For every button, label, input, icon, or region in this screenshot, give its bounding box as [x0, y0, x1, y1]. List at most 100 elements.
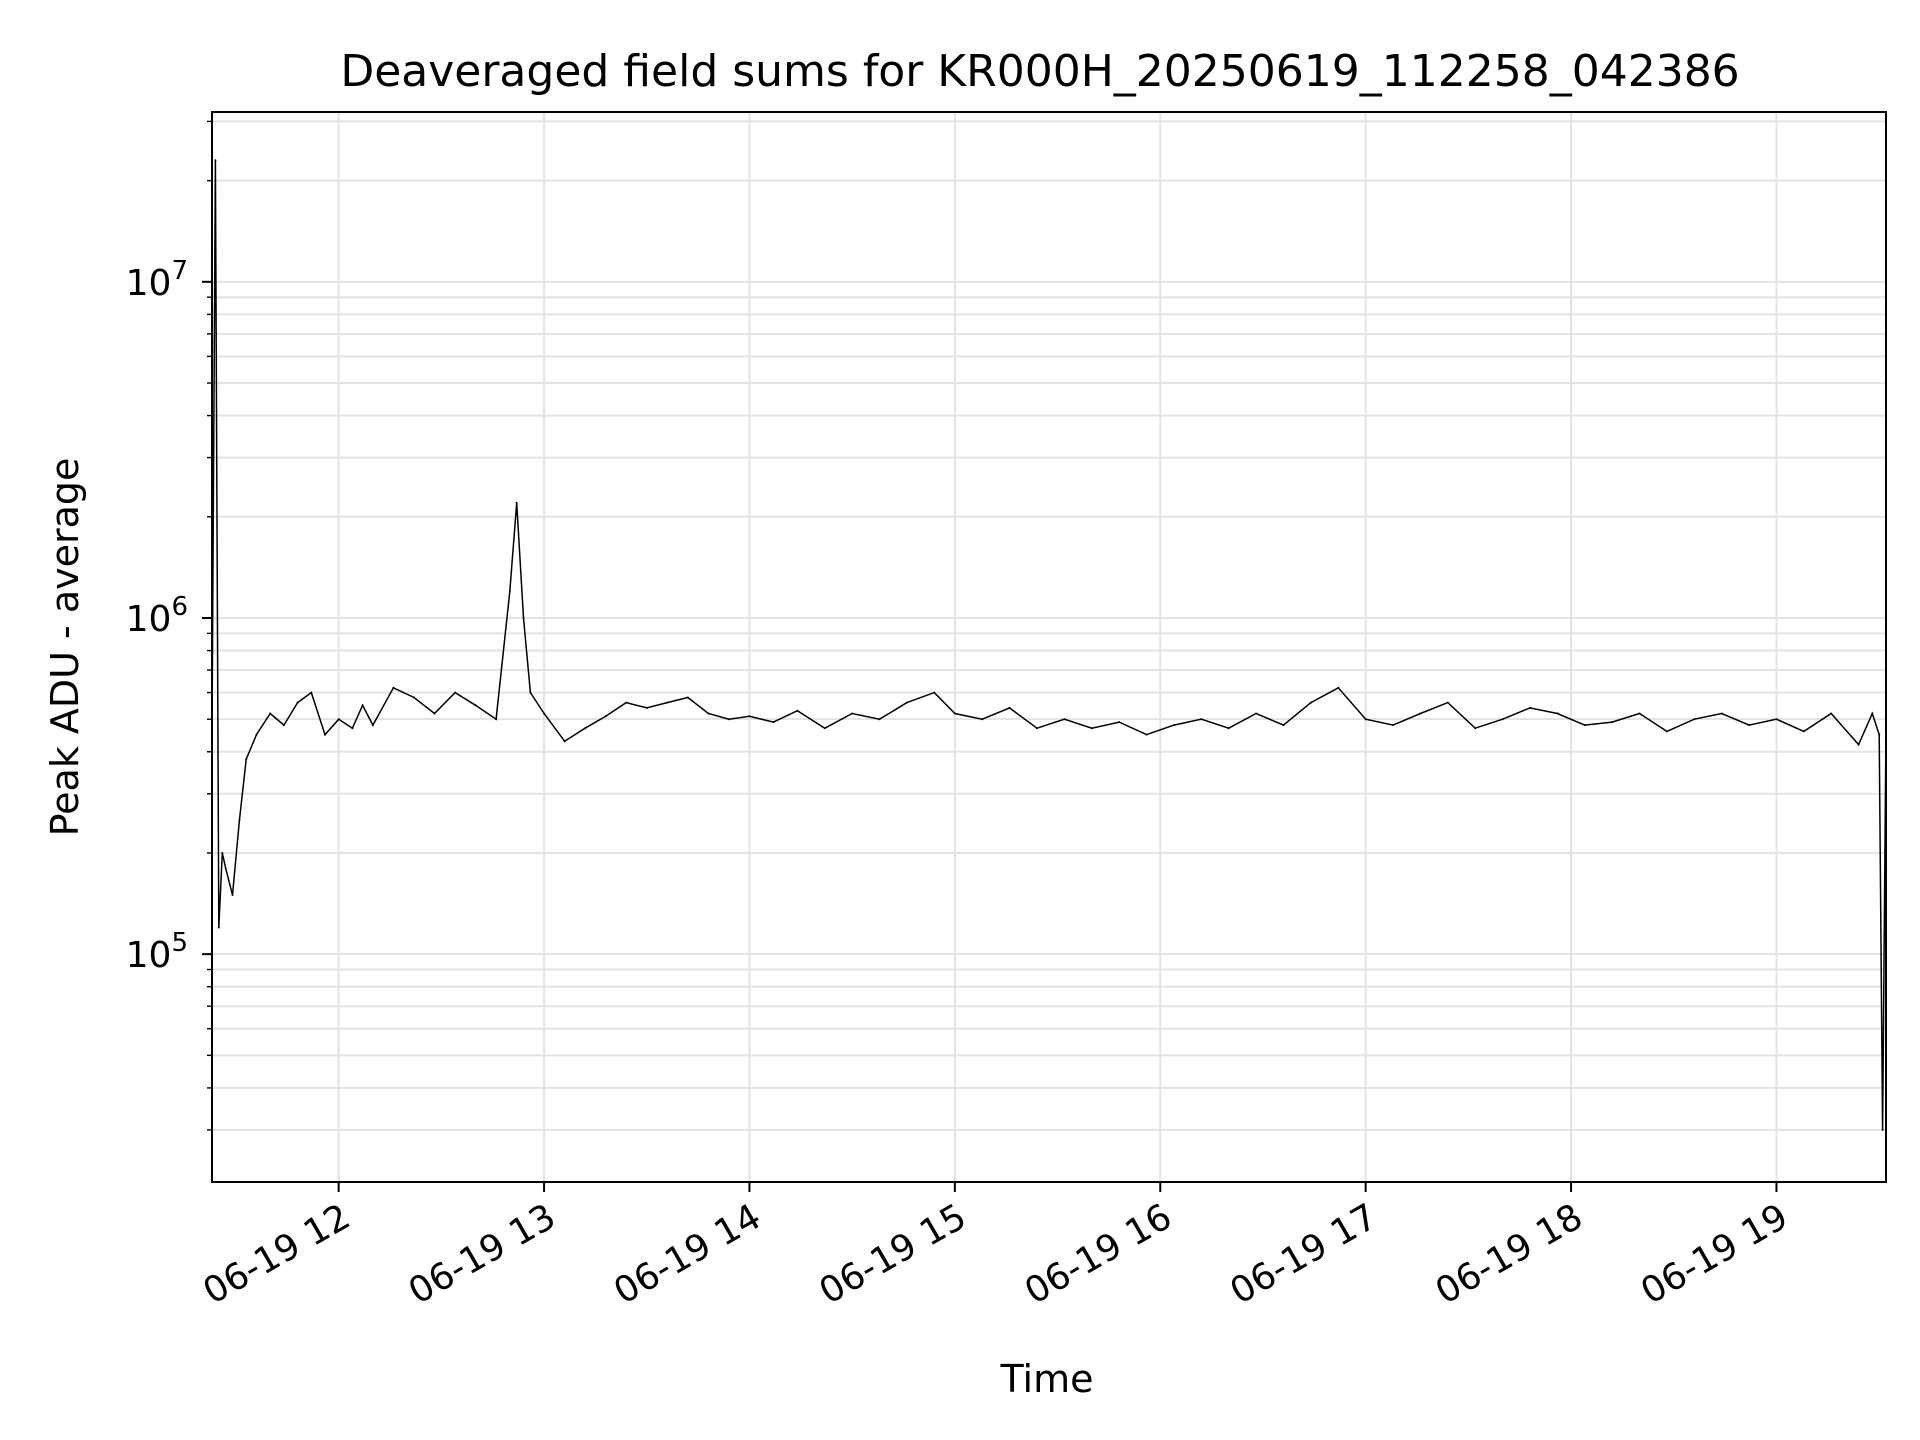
data-point: [522, 617, 525, 619]
data-point: [508, 590, 511, 593]
data-point: [727, 718, 730, 721]
data-point: [878, 718, 881, 721]
data-point: [515, 501, 518, 504]
data-point: [1802, 730, 1805, 733]
data-point: [851, 712, 854, 715]
data-point: [282, 724, 285, 727]
data-point: [584, 727, 587, 730]
data-point: [1693, 718, 1696, 721]
series-layer: [211, 159, 1887, 1131]
plot-area: 06-19 12 06-19 13 06-19 14 06-19 15 06-19 16…: [126, 111, 1887, 1313]
data-point: [1364, 718, 1367, 721]
data-point: [221, 852, 224, 854]
data-point: [361, 704, 364, 707]
data-point: [217, 926, 220, 929]
data-point: [604, 715, 607, 718]
plot-background: [212, 112, 1886, 1182]
y-tick-label-exponent: 7: [171, 256, 188, 286]
y-tick-label-base: 10: [126, 263, 172, 304]
data-point: [645, 706, 648, 709]
data-point: [1309, 701, 1312, 704]
data-point: [296, 701, 299, 704]
data-point: [1501, 718, 1504, 721]
data-point: [1878, 733, 1881, 736]
chart-title: Deaveraged field sums for KR000H_2025061…: [340, 46, 1739, 97]
data-point: [324, 733, 326, 736]
y-axis-label: Peak ADU - average: [43, 458, 87, 837]
data-point: [1173, 724, 1175, 727]
data-point: [933, 691, 936, 694]
data-point: [1611, 721, 1614, 724]
data-point: [433, 712, 436, 715]
data-point: [1583, 724, 1586, 727]
data-point: [1036, 727, 1038, 730]
data-point: [772, 721, 775, 724]
data-point: [255, 733, 258, 736]
data-point: [371, 724, 374, 727]
data-point: [1337, 686, 1340, 689]
data-point: [1282, 724, 1285, 727]
data-point: [1775, 718, 1778, 721]
data-point: [707, 712, 710, 715]
data-point: [625, 701, 628, 704]
data-point: [1255, 712, 1258, 715]
data-point: [748, 715, 751, 718]
data-point: [474, 704, 477, 707]
data-point: [231, 894, 234, 896]
data-point: [310, 691, 313, 694]
data-point: [529, 691, 532, 694]
data-point: [495, 718, 498, 721]
data-point: [351, 727, 354, 730]
data-point: [1871, 712, 1874, 715]
data-point: [1830, 712, 1833, 715]
data-point: [337, 718, 340, 721]
data-point: [214, 159, 217, 162]
data-point: [1227, 727, 1230, 730]
data-point: [905, 701, 908, 704]
y-tick-label-base: 10: [126, 935, 172, 976]
data-point: [413, 696, 415, 699]
data-point: [1200, 718, 1203, 721]
data-point: [666, 701, 669, 704]
data-point: [1556, 712, 1559, 715]
data-point: [269, 712, 272, 715]
data-point: [1529, 706, 1531, 709]
data-point: [823, 727, 826, 730]
data-point: [454, 691, 457, 694]
data-point: [224, 867, 227, 870]
y-tick-label: 105: [126, 928, 188, 976]
y-tick-label-exponent: 6: [171, 592, 188, 622]
series-line: [211, 160, 1887, 1130]
data-point: [1008, 706, 1011, 709]
data-point: [245, 758, 248, 761]
data-point: [953, 712, 956, 715]
data-point: [981, 718, 984, 721]
data-point: [543, 712, 546, 715]
data-point: [1145, 733, 1148, 736]
y-tick-label-exponent: 5: [171, 928, 188, 958]
data-point: [1720, 712, 1723, 715]
grid: [212, 112, 1886, 1182]
data-point: [1446, 701, 1449, 704]
data-point: [1665, 730, 1668, 733]
data-point: [1857, 743, 1860, 746]
data-point: [796, 709, 799, 712]
y-tick-label: 106: [126, 592, 188, 640]
y-tick-label-base: 10: [126, 599, 172, 640]
data-point: [1063, 718, 1066, 721]
data-point: [392, 686, 395, 689]
x-axis-label: Time: [1000, 1357, 1094, 1401]
data-point: [1474, 727, 1477, 730]
y-tick-label: 107: [126, 256, 188, 304]
data-point: [238, 819, 241, 822]
data-point: [1118, 721, 1121, 724]
plot-frame: [211, 111, 1887, 1183]
data-point: [1881, 1128, 1884, 1131]
data-point: [1392, 724, 1394, 727]
data-point: [1090, 727, 1093, 730]
data-point: [686, 696, 689, 699]
data-point: [1638, 712, 1641, 715]
data-point: [563, 740, 566, 743]
data-point: [1419, 712, 1422, 715]
